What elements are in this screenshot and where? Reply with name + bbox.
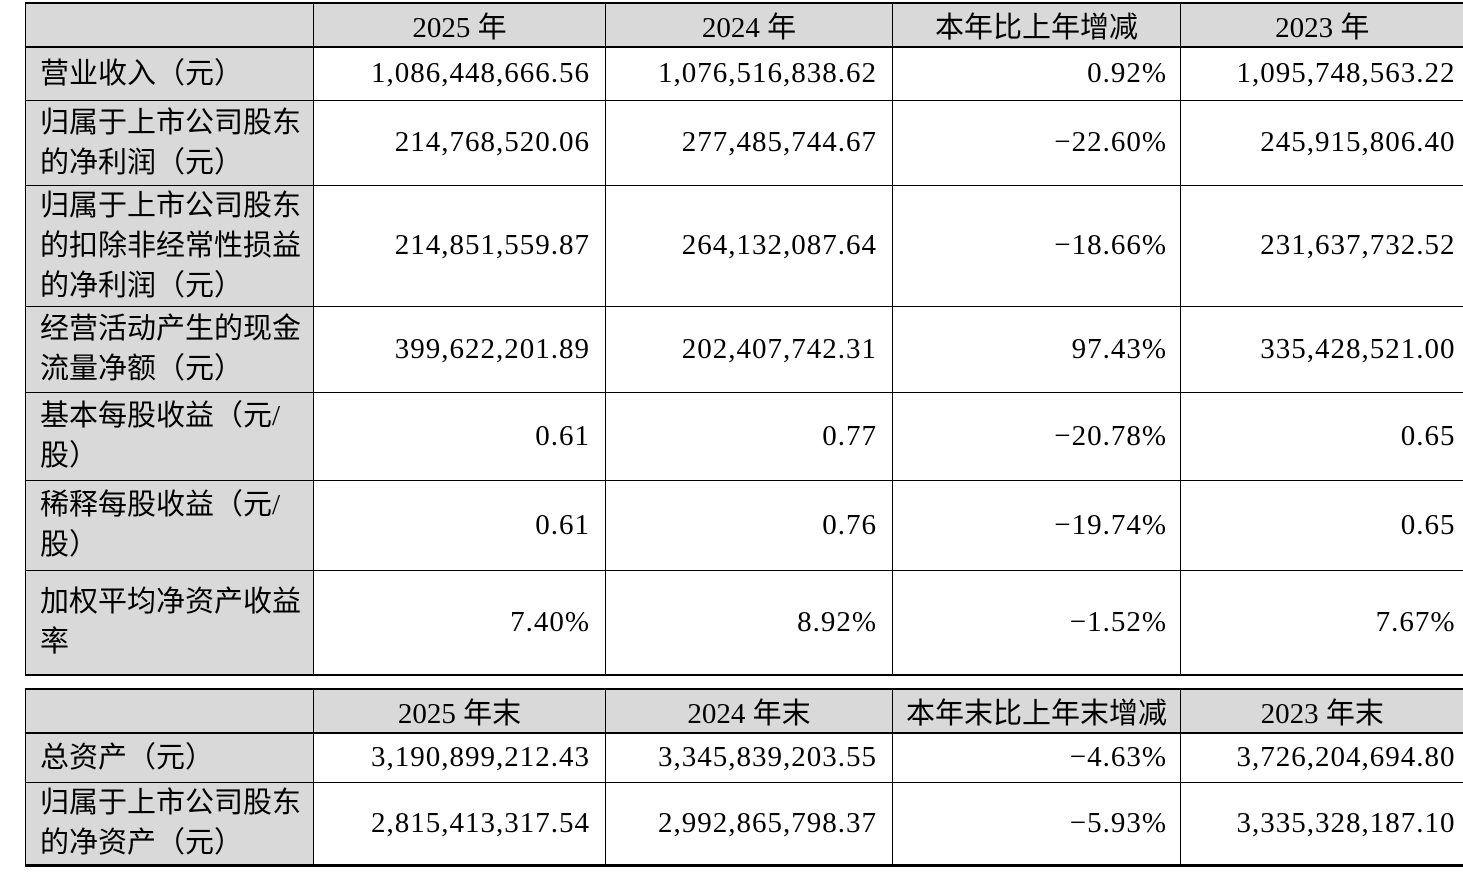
value-change: −4.63% [892,732,1181,783]
value-2023: 3,335,328,187.10 [1180,781,1463,866]
value-2024: 1,076,516,838.62 [605,46,893,101]
row-label: 归属于上市公司股东 的净资产（元） [25,781,314,866]
value-2023: 245,915,806.40 [1180,99,1463,186]
value-2023: 0.65 [1180,391,1463,481]
value-2025: 1,086,448,666.56 [313,46,606,101]
value-2024: 264,132,087.64 [605,184,893,307]
period-end-header-2025: 2025 年末 [313,688,606,734]
annual-header-2025: 2025 年 [313,2,606,48]
period-end-table: 2025 年末 2024 年末 本年末比上年末增减 2023 年末 总资产（元）… [25,688,1463,867]
annual-header-blank [25,2,314,48]
table-row: 归属于上市公司股东 的净资产（元） 2,815,413,317.54 2,992… [25,781,1463,866]
value-change: −5.93% [892,781,1181,866]
value-2025: 214,768,520.06 [313,99,606,186]
value-change: −22.60% [892,99,1181,186]
value-2025: 399,622,201.89 [313,305,606,393]
value-change: −20.78% [892,391,1181,481]
value-2023: 7.67% [1180,569,1463,676]
value-2023: 0.65 [1180,479,1463,571]
table-row: 归属于上市公司股东 的扣除非经常性损益 的净利润（元） 214,851,559.… [25,184,1463,307]
value-2025: 0.61 [313,391,606,481]
period-end-header-row: 2025 年末 2024 年末 本年末比上年末增减 2023 年末 [25,688,1463,734]
table-row: 经营活动产生的现金 流量净额（元） 399,622,201.89 202,407… [25,305,1463,393]
value-2025: 7.40% [313,569,606,676]
annual-header-change: 本年比上年增减 [892,2,1181,48]
value-2024: 277,485,744.67 [605,99,893,186]
value-2024: 3,345,839,203.55 [605,732,893,783]
value-2023: 1,095,748,563.22 [1180,46,1463,101]
table-row: 基本每股收益（元/ 股） 0.61 0.77 −20.78% 0.65 [25,391,1463,481]
value-change: 97.43% [892,305,1181,393]
value-change: −1.52% [892,569,1181,676]
annual-indicators-table: 2025 年 2024 年 本年比上年增减 2023 年 营业收入（元） 1,0… [25,2,1463,676]
value-2024: 202,407,742.31 [605,305,893,393]
value-change: 0.92% [892,46,1181,101]
value-2024: 0.76 [605,479,893,571]
value-change: −18.66% [892,184,1181,307]
value-2023: 3,726,204,694.80 [1180,732,1463,783]
table-row: 稀释每股收益（元/ 股） 0.61 0.76 −19.74% 0.65 [25,479,1463,571]
period-end-header-2024: 2024 年末 [605,688,893,734]
row-label: 营业收入（元） [25,46,314,101]
row-label: 归属于上市公司股东 的净利润（元） [25,99,314,186]
period-end-header-2023: 2023 年末 [1180,688,1463,734]
value-2025: 2,815,413,317.54 [313,781,606,866]
table-row: 加权平均净资产收益 率 7.40% 8.92% −1.52% 7.67% [25,569,1463,676]
table-row: 归属于上市公司股东 的净利润（元） 214,768,520.06 277,485… [25,99,1463,186]
value-change: −19.74% [892,479,1181,571]
row-label: 加权平均净资产收益 率 [25,569,314,676]
table-row: 营业收入（元） 1,086,448,666.56 1,076,516,838.6… [25,46,1463,101]
value-2025: 3,190,899,212.43 [313,732,606,783]
row-label: 归属于上市公司股东 的扣除非经常性损益 的净利润（元） [25,184,314,307]
row-label: 基本每股收益（元/ 股） [25,391,314,481]
row-label: 经营活动产生的现金 流量净额（元） [25,305,314,393]
annual-header-2024: 2024 年 [605,2,893,48]
row-label: 总资产（元） [25,732,314,783]
annual-header-2023: 2023 年 [1180,2,1463,48]
annual-header-row: 2025 年 2024 年 本年比上年增减 2023 年 [25,2,1463,48]
period-end-header-change: 本年末比上年末增减 [892,688,1181,734]
value-2023: 231,637,732.52 [1180,184,1463,307]
value-2024: 0.77 [605,391,893,481]
value-2025: 0.61 [313,479,606,571]
value-2024: 8.92% [605,569,893,676]
value-2024: 2,992,865,798.37 [605,781,893,866]
row-label: 稀释每股收益（元/ 股） [25,479,314,571]
value-2023: 335,428,521.00 [1180,305,1463,393]
period-end-header-blank [25,688,314,734]
value-2025: 214,851,559.87 [313,184,606,307]
table-row: 总资产（元） 3,190,899,212.43 3,345,839,203.55… [25,732,1463,783]
